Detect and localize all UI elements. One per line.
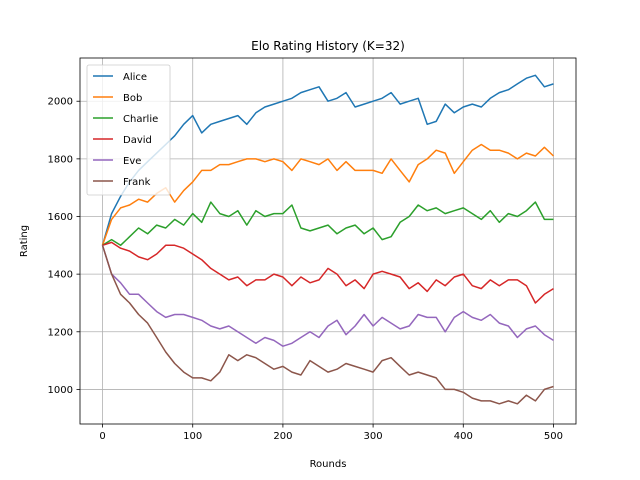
y-tick-label: 1800: [48, 154, 73, 165]
y-tick-label: 1400: [48, 270, 73, 281]
x-tick-label: 100: [183, 431, 202, 442]
series-line-bob: [101, 143, 555, 246]
x-axis-ticks: 0 100 200 300 400 500: [99, 424, 563, 442]
chart-title: Elo Rating History (K=32): [251, 39, 405, 53]
y-tick-label: 1200: [48, 327, 73, 338]
x-axis-label: Rounds: [310, 459, 347, 470]
series-line-charlie: [102, 201, 554, 247]
legend: Alice Bob Charlie David Eve Frank: [86, 64, 171, 196]
y-tick-label: 1600: [48, 212, 73, 223]
legend-label-david: David: [123, 135, 152, 146]
legend-box: [86, 64, 171, 196]
x-tick-label: 0: [99, 431, 105, 442]
legend-label-eve: Eve: [123, 156, 141, 167]
x-tick-label: 200: [273, 431, 292, 442]
x-tick-label: 400: [454, 431, 473, 442]
series-line-eve: [101, 245, 554, 347]
legend-label-alice: Alice: [123, 72, 147, 83]
x-tick-label: 500: [544, 431, 563, 442]
y-axis-label: Rating: [19, 225, 30, 257]
legend-label-frank: Frank: [123, 177, 151, 188]
y-axis-ticks: 1000 1200 1400 1600 1800 2000: [48, 97, 80, 396]
y-tick-label: 1000: [48, 385, 73, 396]
series-lines: [101, 74, 555, 405]
series-line-alice: [101, 74, 554, 246]
legend-label-bob: Bob: [123, 93, 142, 104]
x-tick-label: 300: [364, 431, 383, 442]
legend-label-charlie: Charlie: [123, 114, 158, 125]
series-line-david: [102, 241, 554, 304]
y-tick-label: 2000: [48, 97, 73, 108]
plot-frame: [79, 57, 577, 425]
series-line-frank: [101, 245, 554, 405]
